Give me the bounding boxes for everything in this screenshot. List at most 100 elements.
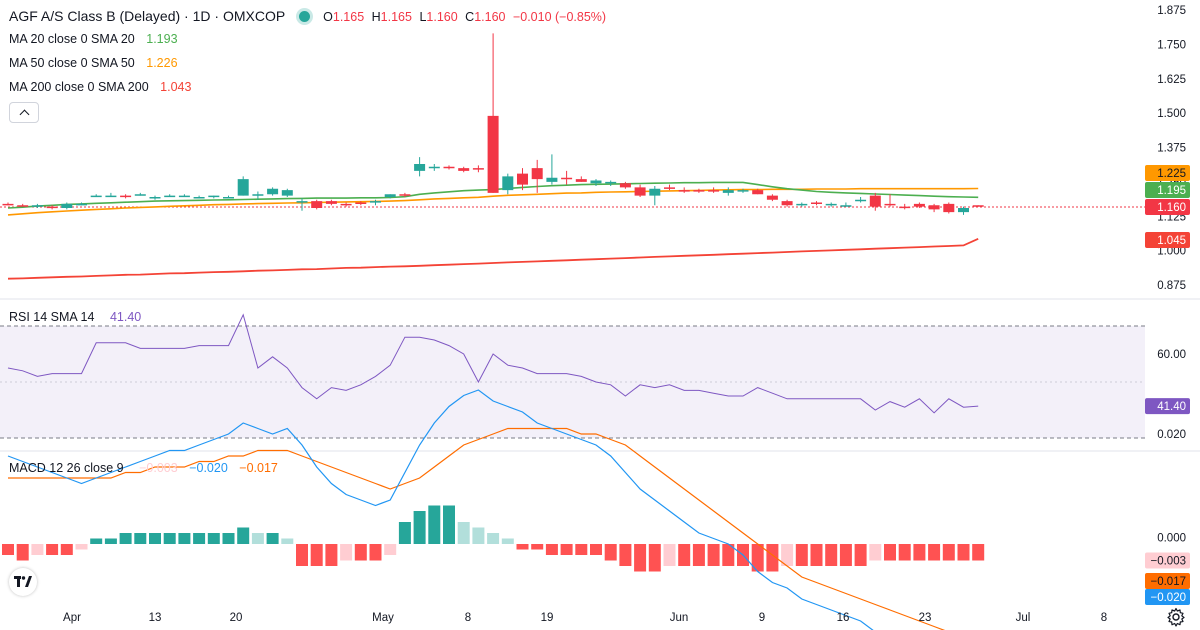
macd-hist-bar (46, 544, 59, 555)
candle-body (105, 195, 117, 198)
ma20-legend[interactable]: MA 20 close 0 SMA 20 1.193 (9, 32, 182, 46)
macd-value: −0.020 (189, 461, 228, 475)
macd-hist-bar (16, 544, 29, 561)
macd-hist-bar (810, 544, 823, 566)
macd-hist-tag: −0.003 (1151, 556, 1187, 568)
macd-hist-bar (751, 544, 764, 572)
candle-body (384, 194, 396, 197)
candle-body (840, 205, 852, 207)
macd-hist-bar (149, 533, 161, 544)
macd-hist-bar (354, 544, 367, 561)
candle-body (472, 168, 484, 170)
price-tick-label: 1.000 (1157, 246, 1186, 258)
macd-hist-bar (251, 533, 264, 544)
candle-body (355, 202, 367, 204)
tv-logo-shape (14, 576, 32, 587)
candle-body (414, 164, 426, 171)
candle-body (781, 201, 793, 206)
ma200-legend[interactable]: MA 200 close 0 SMA 200 1.043 (9, 80, 195, 94)
tradingview-logo-icon[interactable] (9, 568, 37, 596)
open-value: 1.165 (332, 10, 365, 24)
price-tick-label: 1.500 (1157, 108, 1186, 120)
macd-hist-bar (237, 527, 250, 544)
macd-hist-bar (104, 538, 117, 544)
macd-hist-bar (119, 533, 132, 544)
x-tick-label: 8 (465, 612, 471, 624)
macd-hist-bar (869, 544, 882, 561)
rsi-last-tag-bg (1145, 398, 1190, 415)
macd-hist-bar (369, 544, 382, 561)
macd-hist-bar (619, 544, 632, 566)
macd-hist-bar (207, 533, 220, 544)
market-status-icon (298, 11, 310, 22)
close-price-tag-bg (1145, 199, 1190, 215)
ma20-price-tag: 1.195 (1157, 185, 1186, 197)
low-label: L (419, 10, 427, 24)
candle-body (884, 203, 896, 206)
high-value: 1.165 (380, 10, 412, 24)
rsi-layer (7, 313, 979, 414)
macd-legend[interactable]: MACD 12 26 close 9 −0.003 −0.020 −0.017 (9, 461, 282, 475)
candle-body (134, 194, 146, 196)
ma50-label: MA 50 close 0 SMA 50 (9, 56, 135, 70)
candle-body (869, 195, 881, 207)
candle-body (46, 206, 58, 209)
macd-hist-bar (898, 544, 911, 561)
macd-hist-bar (2, 544, 14, 555)
macd-label: MACD 12 26 close 9 (9, 461, 124, 475)
candle-body (120, 195, 132, 198)
low-value: 1.160 (426, 10, 458, 24)
macd-lines-layer (7, 389, 946, 630)
candle-body (17, 205, 29, 207)
close-label: C (465, 10, 475, 24)
ma200-price-tag: 1.045 (1157, 235, 1186, 247)
ma50-legend[interactable]: MA 50 close 0 SMA 50 1.226 (9, 56, 182, 70)
rsi-value: 41.40 (109, 310, 142, 324)
collapse-legend-button[interactable] (9, 102, 39, 123)
candle-body (487, 115, 499, 193)
signal-tag: −0.017 (1151, 576, 1187, 588)
price-tick-label: 1.625 (1157, 74, 1186, 86)
candle-body (237, 179, 249, 196)
macd-hist-bar (928, 544, 941, 561)
x-tick-label: 19 (541, 612, 554, 624)
macd-hist-bar (854, 544, 867, 566)
ma200-label: MA 200 close 0 SMA 200 (9, 80, 149, 94)
macd-hist-bar (634, 544, 647, 572)
x-tick-label: May (372, 612, 394, 624)
macd-hist-bar (457, 522, 470, 544)
candle-body (178, 195, 190, 198)
candle-body (855, 199, 867, 202)
candle-body (531, 168, 543, 180)
macd-hist-bar (443, 505, 455, 544)
x-tick-label: Apr (63, 612, 81, 624)
rsi-line (7, 313, 979, 414)
macd-hist-bar (884, 544, 896, 561)
rsi-legend[interactable]: RSI 14 SMA 14 41.40 (9, 310, 145, 324)
candle-body (502, 176, 514, 191)
macd-hist-bar (398, 522, 411, 544)
candle-body (399, 194, 411, 196)
candle-body (913, 203, 925, 207)
macd-hist-bar (413, 511, 426, 544)
candle-body (340, 203, 352, 206)
rsi-tick-label: 60.00 (1157, 349, 1186, 361)
gear-icon[interactable] (1166, 607, 1186, 627)
macd-hist-bar (178, 533, 191, 544)
ma50-price-tag: 1.225 (1157, 168, 1186, 180)
close-price-tag: 1.160 (1157, 202, 1186, 214)
candle-body (517, 173, 528, 185)
macd-tag: −0.020 (1151, 592, 1187, 604)
macd-hist-bar (942, 544, 955, 561)
price-tick-label: 0.875 (1157, 280, 1186, 292)
candle-body (281, 190, 293, 196)
macd-hist-bar (781, 544, 794, 566)
macd-hist-bar (501, 538, 514, 544)
candle-body (31, 205, 43, 207)
rsi-band (0, 326, 1145, 438)
macd-hist-bar (222, 533, 235, 544)
candle-body (370, 201, 381, 203)
candle-body (928, 205, 940, 210)
ma200-layer (7, 237, 979, 280)
